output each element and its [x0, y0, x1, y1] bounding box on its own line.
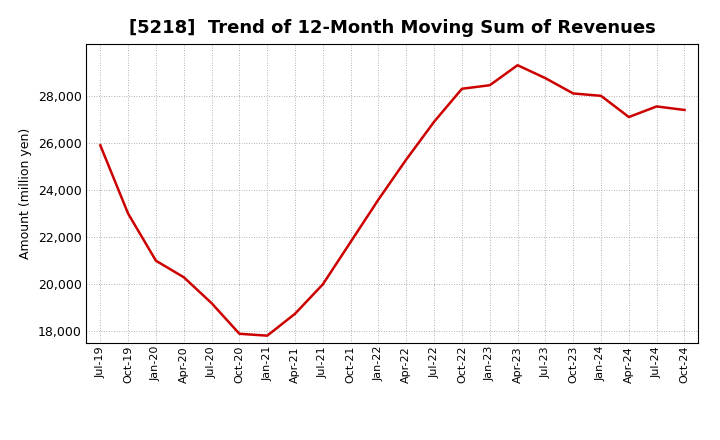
Y-axis label: Amount (million yen): Amount (million yen)	[19, 128, 32, 259]
Title: [5218]  Trend of 12-Month Moving Sum of Revenues: [5218] Trend of 12-Month Moving Sum of R…	[129, 19, 656, 37]
